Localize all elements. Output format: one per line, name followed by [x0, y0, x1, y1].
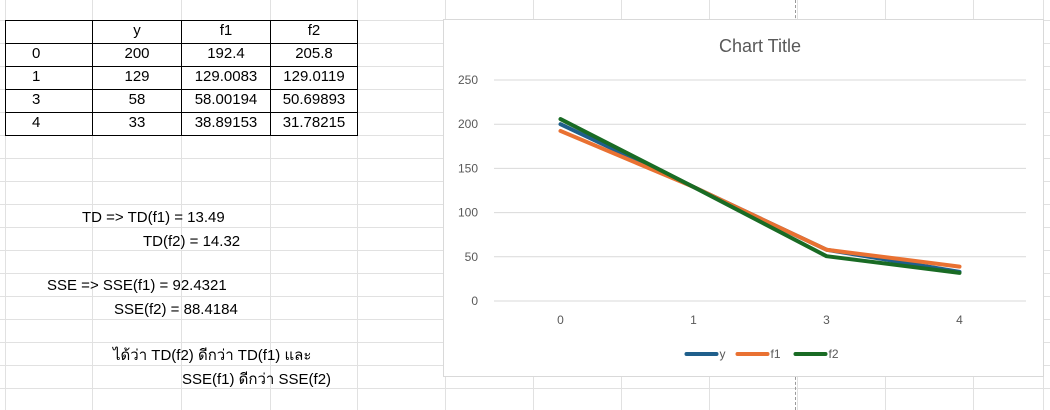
table-border-horizontal	[5, 112, 358, 113]
table-cell[interactable]: 33	[128, 114, 146, 131]
table-cell[interactable]: 129.0119	[283, 68, 345, 85]
table-cell[interactable]: 1	[32, 68, 41, 85]
legend-label-f2: f2	[829, 347, 839, 361]
table-cell[interactable]: 58.00194	[194, 91, 258, 108]
x-tick-label: 4	[956, 313, 963, 327]
table-cell[interactable]: 0	[32, 45, 41, 62]
table-border-horizontal	[5, 89, 358, 90]
conclusion-line2: SSE(f1) ดีกว่า SSE(f2)	[182, 371, 332, 388]
series-line-y	[558, 122, 962, 274]
row-gridline	[0, 388, 1050, 389]
column-gridline	[357, 0, 358, 410]
legend-label-y: y	[720, 347, 726, 361]
sse-note-line2: SSE(f2) = 88.4184	[114, 301, 238, 318]
table-cell[interactable]: 50.69893	[282, 91, 346, 108]
y-tick-label: 100	[458, 206, 478, 220]
table-cell[interactable]: 192.4	[207, 45, 245, 62]
table-cell[interactable]: 31.78215	[282, 114, 346, 131]
y-tick-label: 250	[458, 73, 478, 87]
sse-note-line1: SSE => SSE(f1) = 92.4321	[47, 277, 227, 294]
table-header-cell[interactable]	[6, 21, 92, 41]
y-tick-label: 50	[465, 250, 479, 264]
line-chart[interactable]: Chart Title 0 50 100 150 200 250 0 1 3 4 y f1 f2	[443, 19, 1044, 377]
x-tick-label: 3	[823, 313, 830, 327]
x-tick-label: 0	[557, 313, 564, 327]
table-header-cell[interactable]: f1	[219, 22, 233, 39]
column-gridline	[5, 0, 6, 410]
table-border-horizontal	[5, 66, 358, 67]
table-cell[interactable]: 129.0083	[194, 68, 258, 85]
table-header-cell[interactable]: y	[133, 22, 141, 39]
legend-label-f1: f1	[771, 347, 781, 361]
column-gridline	[270, 0, 271, 410]
chart-title: Chart Title	[719, 36, 801, 56]
table-header-cell[interactable]: f2	[307, 22, 321, 39]
table-border-vertical	[270, 20, 271, 136]
y-tick-label: 200	[458, 117, 478, 131]
column-gridline	[92, 0, 93, 410]
series-line-f2	[558, 117, 962, 275]
table-cell[interactable]: 205.8	[295, 45, 333, 62]
table-cell[interactable]: 4	[32, 114, 41, 131]
table-border-horizontal	[5, 20, 358, 21]
table-border-vertical	[357, 20, 358, 136]
table-cell[interactable]: 3	[32, 91, 41, 108]
table-cell[interactable]: 200	[124, 45, 150, 62]
table-cell[interactable]: 58	[128, 91, 146, 108]
table-border-vertical	[92, 20, 93, 136]
table-border-vertical	[5, 20, 6, 136]
table-border-vertical	[181, 20, 182, 136]
table-border-horizontal	[5, 43, 358, 44]
y-tick-label: 150	[458, 161, 478, 175]
y-tick-label: 0	[471, 294, 478, 308]
table-cell[interactable]: 38.89153	[194, 114, 258, 131]
series-line-f1	[558, 128, 962, 269]
column-gridline	[181, 0, 182, 410]
x-tick-label: 1	[690, 313, 697, 327]
table-cell[interactable]: 129	[124, 68, 150, 85]
td-note-line2: TD(f2) = 14.32	[143, 233, 241, 250]
table-border-horizontal	[5, 135, 358, 136]
chart-canvas: Chart Title 0 50 100 150 200 250 0 1 3 4 y f1 f2	[458, 36, 1026, 361]
conclusion-line1: ได้ว่า TD(f2) ดีกว่า TD(f1) และ	[113, 347, 312, 364]
td-note-line1: TD => TD(f1) = 13.49	[82, 209, 225, 226]
